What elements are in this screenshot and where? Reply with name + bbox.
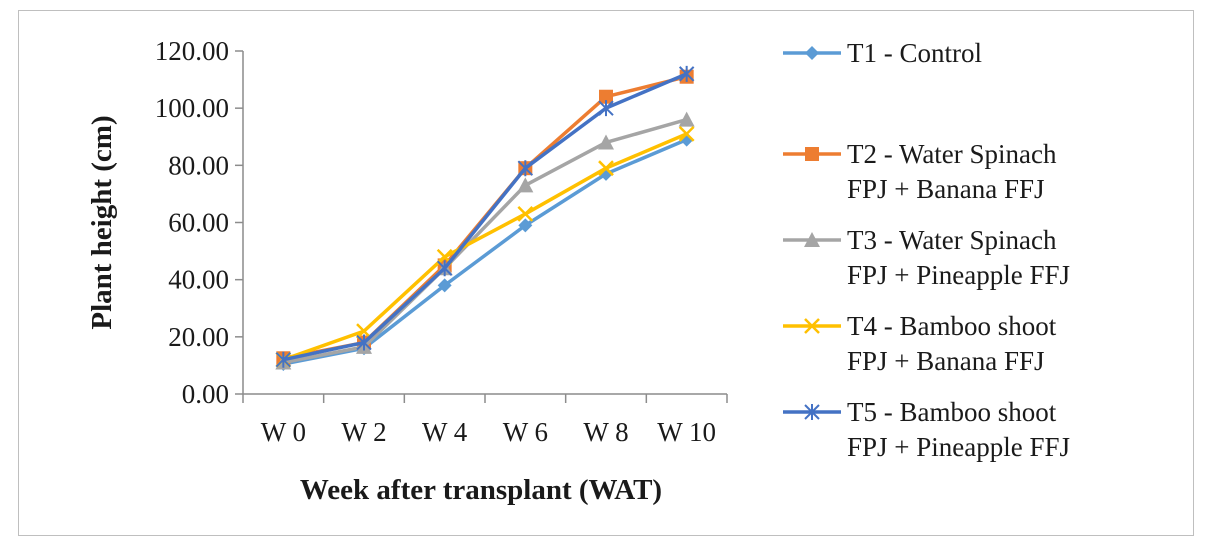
data-point bbox=[436, 260, 453, 277]
legend-label: T1 - Control bbox=[847, 38, 982, 68]
y-tick-label: 20.00 bbox=[168, 322, 229, 352]
data-point bbox=[599, 89, 613, 104]
series-1 bbox=[276, 132, 694, 371]
legend-marker bbox=[804, 404, 820, 420]
line-chart: 0.00 20.00 40.00 60.00 80.00 100.00 120.00 W 0… bbox=[86, 36, 1070, 506]
legend-entry: T3 - Water Spinach FPJ + Pineapple FFJ bbox=[783, 225, 1070, 290]
axes bbox=[242, 51, 727, 395]
legend: T1 - Control T2 - Water Spinach FPJ + Bana… bbox=[783, 38, 1070, 462]
data-point bbox=[517, 206, 534, 222]
chart-frame: 0.00 20.00 40.00 60.00 80.00 100.00 120.00 W 0… bbox=[18, 10, 1194, 536]
series-line bbox=[282, 137, 688, 366]
data-point bbox=[437, 278, 452, 293]
data-point bbox=[598, 100, 614, 117]
x-axis-title: Week after transplant (WAT) bbox=[300, 474, 662, 506]
y-tick-label: 100.00 bbox=[155, 93, 229, 123]
x-tick-label: W 0 bbox=[261, 417, 306, 447]
data-point bbox=[275, 351, 292, 368]
y-tick-label: 120.00 bbox=[155, 36, 229, 66]
legend-label: T3 - Water Spinach FPJ + Pineapple FFJ bbox=[847, 225, 1070, 290]
series-line bbox=[282, 117, 688, 365]
x-tick-label: W 6 bbox=[503, 417, 548, 447]
data-point bbox=[598, 134, 614, 150]
legend-entry: T1 - Control bbox=[783, 38, 982, 68]
y-tick-label: 80.00 bbox=[168, 150, 229, 180]
x-ticks: W 0 W 2 W 4 W 6 W 8 W 10 bbox=[242, 394, 728, 447]
series-5 bbox=[275, 65, 695, 368]
legend-label: T4 - Bamboo shoot FPJ + Banana FFJ bbox=[847, 311, 1057, 376]
data-point bbox=[678, 111, 695, 127]
data-point bbox=[356, 334, 372, 351]
data-point bbox=[598, 160, 614, 177]
legend-marker bbox=[805, 46, 819, 60]
y-tick-label: 40.00 bbox=[168, 265, 229, 295]
legend-entry: T4 - Bamboo shoot FPJ + Banana FFJ bbox=[783, 311, 1057, 376]
y-tick-label: 60.00 bbox=[168, 208, 229, 238]
y-tick-label: 0.00 bbox=[182, 379, 229, 409]
data-point bbox=[678, 126, 695, 142]
data-point bbox=[518, 218, 533, 233]
x-tick-label: W 4 bbox=[422, 417, 468, 447]
series-line bbox=[282, 72, 688, 362]
legend-label: T2 - Water Spinach FPJ + Banana FFJ bbox=[847, 139, 1057, 204]
data-point bbox=[517, 177, 534, 193]
x-tick-label: W 8 bbox=[583, 417, 628, 447]
legend-marker bbox=[804, 318, 820, 334]
x-tick-label: W 10 bbox=[657, 417, 716, 447]
legend-label: T5 - Bamboo shoot FPJ + Pineapple FFJ bbox=[847, 397, 1070, 462]
legend-marker bbox=[804, 232, 820, 247]
series-3 bbox=[275, 111, 695, 370]
y-axis-title: Plant height (cm) bbox=[86, 115, 118, 329]
y-ticks: 0.00 20.00 40.00 60.00 80.00 100.00 120.00 bbox=[155, 36, 243, 409]
series-line bbox=[282, 132, 688, 362]
data-point bbox=[678, 65, 695, 82]
legend-marker bbox=[805, 147, 819, 161]
data-point bbox=[356, 323, 372, 340]
x-tick-label: W 2 bbox=[341, 417, 386, 447]
legend-entry: T5 - Bamboo shoot FPJ + Pineapple FFJ bbox=[783, 397, 1070, 462]
data-point bbox=[517, 160, 534, 177]
legend-entry: T2 - Water Spinach FPJ + Banana FFJ bbox=[783, 139, 1057, 204]
series-group bbox=[275, 65, 695, 371]
